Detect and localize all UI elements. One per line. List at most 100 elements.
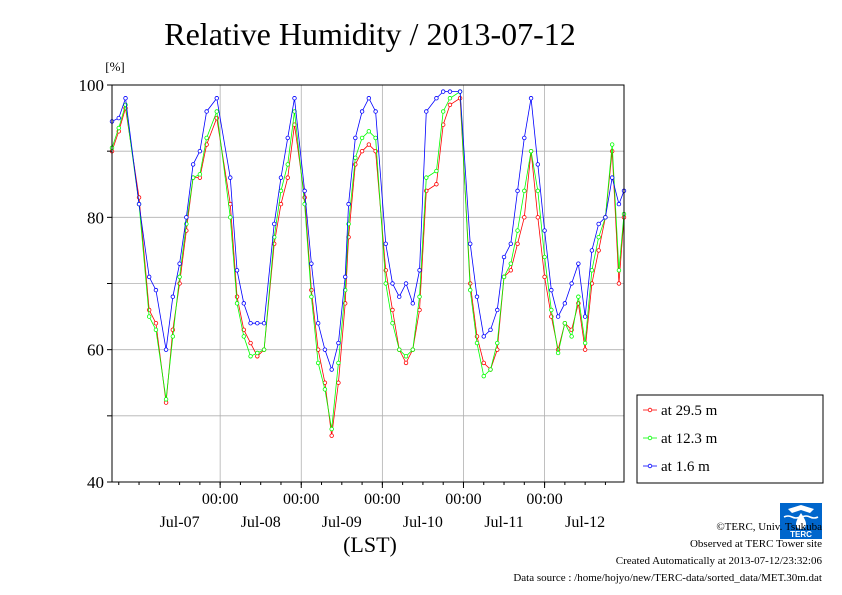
y-tick-label: 40 (87, 473, 104, 492)
data-point-at-1-6-m (123, 96, 128, 101)
data-point-at-1-6-m (501, 254, 507, 260)
data-point-at-12-3-m (410, 347, 415, 352)
data-point-at-1-6-m (228, 175, 233, 180)
data-point-at-12-3-m (366, 129, 372, 134)
data-point-at-12-3-m (153, 327, 159, 333)
series-line-at-12-3-m (111, 90, 625, 430)
legend-label-at-1-6-m: at 1.6 m (661, 459, 710, 475)
data-point-at-1-6-m (457, 89, 463, 94)
data-point-at-1-6-m (562, 301, 568, 306)
data-point-at-1-6-m (342, 274, 348, 280)
data-point-at-12-3-m (549, 307, 554, 313)
data-point-at-29-5-m (434, 182, 439, 187)
logo-text: TERC (790, 530, 812, 539)
data-point-at-1-6-m (488, 327, 493, 333)
x-time-tick-label: 00:00 (202, 491, 238, 508)
data-point-at-29-5-m (353, 162, 358, 167)
data-point-at-29-5-m (285, 175, 290, 180)
data-point-at-12-3-m (576, 294, 581, 299)
data-point-at-1-6-m (424, 109, 429, 114)
data-point-at-12-3-m (170, 334, 176, 339)
data-point-at-1-6-m (234, 268, 240, 273)
data-point-at-1-6-m (136, 201, 142, 207)
data-point-at-1-6-m (346, 201, 351, 207)
data-point-at-1-6-m (549, 287, 554, 293)
data-point-at-1-6-m (522, 135, 527, 141)
data-point-at-12-3-m (481, 373, 486, 379)
data-point-at-29-5-m (366, 142, 372, 147)
data-point-at-12-3-m (285, 162, 290, 167)
x-date-label: Jul-09 (322, 514, 362, 531)
data-point-at-1-6-m (495, 307, 500, 313)
data-point-at-12-3-m (315, 360, 321, 366)
data-point-at-12-3-m (495, 340, 500, 346)
data-point-at-29-5-m (146, 307, 152, 313)
data-point-at-12-3-m (163, 397, 169, 402)
created-text: Created Automatically at 2013-07-12/23:3… (615, 555, 822, 567)
x-time-tick-label: 00:00 (283, 491, 319, 508)
legend-label-at-29-5-m: at 29.5 m (661, 403, 718, 419)
data-point-at-1-6-m (163, 347, 169, 352)
chart-title: Relative Humidity / 2013-07-12 (164, 16, 576, 52)
data-point-at-12-3-m (440, 109, 446, 114)
data-point-at-12-3-m (116, 125, 121, 131)
data-point-at-1-6-m (576, 261, 581, 266)
data-point-at-1-6-m (596, 221, 601, 227)
data-point-at-12-3-m (589, 268, 595, 273)
data-point-at-1-6-m (190, 162, 196, 167)
data-point-at-29-5-m (234, 294, 240, 299)
data-point-at-29-5-m (542, 274, 547, 280)
data-point-at-1-6-m (315, 321, 321, 326)
data-point-at-29-5-m (522, 215, 527, 220)
data-point-at-29-5-m (248, 340, 253, 346)
data-point-at-12-3-m (336, 360, 341, 366)
data-point-at-1-6-m (410, 301, 415, 306)
data-point-at-29-5-m (390, 307, 395, 313)
data-point-at-29-5-m (153, 321, 159, 326)
data-point-at-1-6-m (555, 314, 561, 319)
data-point-at-12-3-m (373, 135, 378, 141)
data-point-at-29-5-m (582, 347, 588, 352)
data-point-at-12-3-m (397, 347, 402, 352)
data-point-at-29-5-m (596, 248, 601, 253)
data-point-at-1-6-m (528, 96, 534, 101)
data-point-at-1-6-m (204, 109, 209, 114)
data-point-at-29-5-m (508, 268, 513, 273)
data-point-at-12-3-m (508, 261, 513, 266)
data-point-at-12-3-m (434, 168, 439, 174)
terc-logo: TERC (780, 503, 822, 539)
data-point-at-1-6-m (481, 334, 486, 339)
data-point-at-12-3-m (609, 142, 615, 147)
data-point-at-1-6-m (447, 89, 453, 94)
data-point-at-29-5-m (535, 215, 541, 220)
y-tick-label: 100 (79, 76, 105, 95)
data-point-at-12-3-m (501, 274, 507, 280)
data-point-at-1-6-m (153, 287, 159, 293)
y-axis-label: [%] (105, 59, 125, 74)
data-point-at-12-3-m (515, 228, 520, 233)
data-point-at-12-3-m (177, 274, 182, 280)
data-point-at-29-5-m (272, 241, 277, 246)
x-date-label: Jul-11 (484, 514, 523, 531)
data-point-at-1-6-m (366, 96, 372, 101)
legend: at 29.5 m at 12.3 m at 1.6 m (636, 394, 824, 484)
data-point-at-29-5-m (336, 380, 341, 385)
data-point-at-1-6-m (292, 96, 297, 101)
data-point-at-29-5-m (481, 360, 486, 366)
data-point-at-12-3-m (248, 354, 253, 359)
data-point-at-1-6-m (255, 321, 260, 326)
data-point-at-1-6-m (474, 294, 480, 299)
data-point-at-1-6-m (468, 241, 473, 246)
data-point-at-1-6-m (184, 215, 189, 220)
data-point-at-1-6-m (116, 115, 121, 121)
data-point-at-12-3-m (255, 350, 260, 356)
x-date-label: Jul-08 (241, 514, 281, 531)
data-point-at-1-6-m (603, 215, 608, 220)
data-point-at-12-3-m (528, 148, 534, 154)
data-point-at-1-6-m (616, 201, 622, 207)
data-point-at-1-6-m (373, 109, 378, 114)
data-point-at-12-3-m (403, 354, 409, 359)
x-date-label: Jul-10 (403, 514, 443, 531)
source-text: Data source : /home/hojyo/new/TERC-data/… (513, 572, 822, 584)
